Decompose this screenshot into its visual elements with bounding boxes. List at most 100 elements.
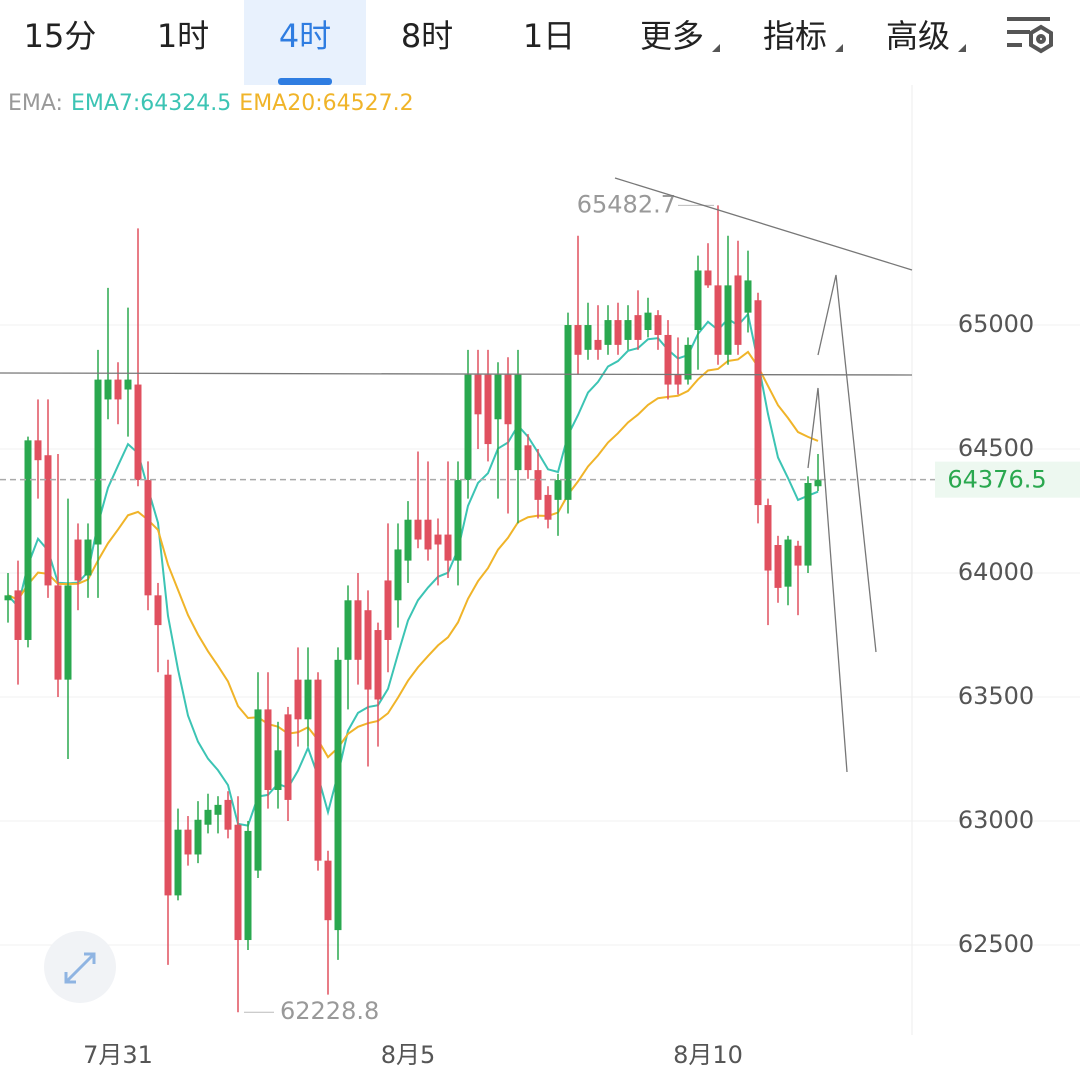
candle-body xyxy=(704,270,712,286)
active-tab-indicator xyxy=(278,78,332,85)
legend-entry: EMA7:64324.5 xyxy=(71,91,231,116)
drawn-horizontal-line xyxy=(0,372,913,376)
candle-body xyxy=(164,674,172,896)
candle-body xyxy=(644,312,652,331)
candle-body xyxy=(784,539,792,587)
candle-body xyxy=(274,750,282,790)
candle-body xyxy=(104,379,112,400)
legend-entry: EMA20:64527.2 xyxy=(239,91,413,116)
candle-body xyxy=(794,545,802,566)
candle-body xyxy=(144,480,152,596)
candle-body xyxy=(134,384,142,481)
candle-body xyxy=(204,809,212,825)
candle-body xyxy=(564,325,572,500)
candle-body xyxy=(744,280,752,313)
candle-body xyxy=(114,379,122,400)
candle-body xyxy=(64,585,72,680)
y-tick-label: 63500 xyxy=(958,682,1034,710)
candle-body xyxy=(284,714,292,800)
candle-body xyxy=(364,610,372,690)
tab-bar: 15分 1时 4时 8时 1日 更多 指标 高级 xyxy=(24,0,966,85)
candle-body xyxy=(814,479,822,487)
ema-line xyxy=(7,350,819,759)
drawn-trend-line xyxy=(614,177,913,271)
candle-body xyxy=(494,374,502,420)
ema-line xyxy=(7,311,819,827)
candle-body xyxy=(804,483,812,566)
candle-body xyxy=(314,679,322,861)
candle-body xyxy=(84,539,92,576)
last-price-label: 64376.5 xyxy=(947,466,1046,494)
y-tick-label: 64000 xyxy=(958,558,1034,586)
candle-body xyxy=(694,270,702,331)
candle-body xyxy=(454,480,462,561)
icon-hex xyxy=(1029,24,1053,54)
candle-body xyxy=(684,344,692,380)
candle-body xyxy=(554,480,562,500)
candle-body xyxy=(4,595,12,601)
candle-body xyxy=(434,534,442,545)
drawn-arrow xyxy=(807,387,848,773)
menu[interactable]: 指标 xyxy=(763,17,827,55)
low-label: 62228.8 xyxy=(280,997,379,1025)
zoom-button[interactable] xyxy=(44,931,116,1003)
menu[interactable]: 高级 xyxy=(886,17,950,55)
candle-body xyxy=(734,275,742,345)
legend-entry: EMA: xyxy=(8,91,63,116)
icon-dot xyxy=(1036,34,1046,44)
high-label: 65482.7 xyxy=(577,190,676,218)
candle-body xyxy=(514,374,522,471)
candle-body xyxy=(474,374,482,415)
menu[interactable]: 更多 xyxy=(640,17,704,55)
menu-caret xyxy=(712,44,720,52)
tab[interactable]: 1时 xyxy=(157,17,209,55)
candle-body xyxy=(294,679,302,720)
candle-body xyxy=(714,285,722,355)
candle-body xyxy=(254,709,262,871)
candle-body xyxy=(614,320,622,345)
candle-body xyxy=(544,494,552,520)
candle-body xyxy=(374,630,382,700)
tab[interactable]: 4时 xyxy=(279,17,331,55)
candle-body xyxy=(44,455,52,586)
candle-body xyxy=(604,320,612,345)
candle-body xyxy=(444,534,452,561)
candle-body xyxy=(664,334,672,385)
candle-body xyxy=(194,819,202,855)
menu-caret xyxy=(835,44,843,52)
candle-body xyxy=(534,470,542,500)
candle-body xyxy=(54,585,62,680)
candle-body xyxy=(484,374,492,445)
tab[interactable]: 15分 xyxy=(24,17,97,55)
candle-body xyxy=(94,379,102,545)
last-price-bg xyxy=(935,461,1080,498)
candle-body xyxy=(404,519,412,561)
candle-body xyxy=(394,549,402,601)
y-tick-label: 63000 xyxy=(958,806,1034,834)
candle-body xyxy=(184,829,192,855)
tab[interactable]: 8时 xyxy=(401,17,453,55)
candle-body xyxy=(504,374,512,425)
candle-body xyxy=(124,379,132,390)
candle-body xyxy=(344,600,352,660)
settings-icon[interactable] xyxy=(1007,17,1053,54)
candle-body xyxy=(214,804,222,815)
x-tick-label: 7月31 xyxy=(83,1041,153,1069)
x-tick-label: 8月10 xyxy=(673,1041,743,1069)
candle-body xyxy=(574,325,582,355)
candle-body xyxy=(334,659,342,931)
candle-body xyxy=(234,824,242,941)
y-tick-label: 65000 xyxy=(958,310,1034,338)
candle-body xyxy=(634,315,642,340)
candle-body xyxy=(154,595,162,626)
y-tick-label: 64500 xyxy=(958,434,1034,462)
drawn-lines xyxy=(0,177,913,773)
candle-body xyxy=(654,315,662,335)
candle-body xyxy=(24,440,32,640)
candle-body xyxy=(464,374,472,481)
tab[interactable]: 1日 xyxy=(523,17,575,55)
legend: EMA: EMA7:64324.5 EMA20:64527.2 xyxy=(8,91,414,116)
candle-body xyxy=(324,860,332,921)
candle-body xyxy=(14,590,22,640)
